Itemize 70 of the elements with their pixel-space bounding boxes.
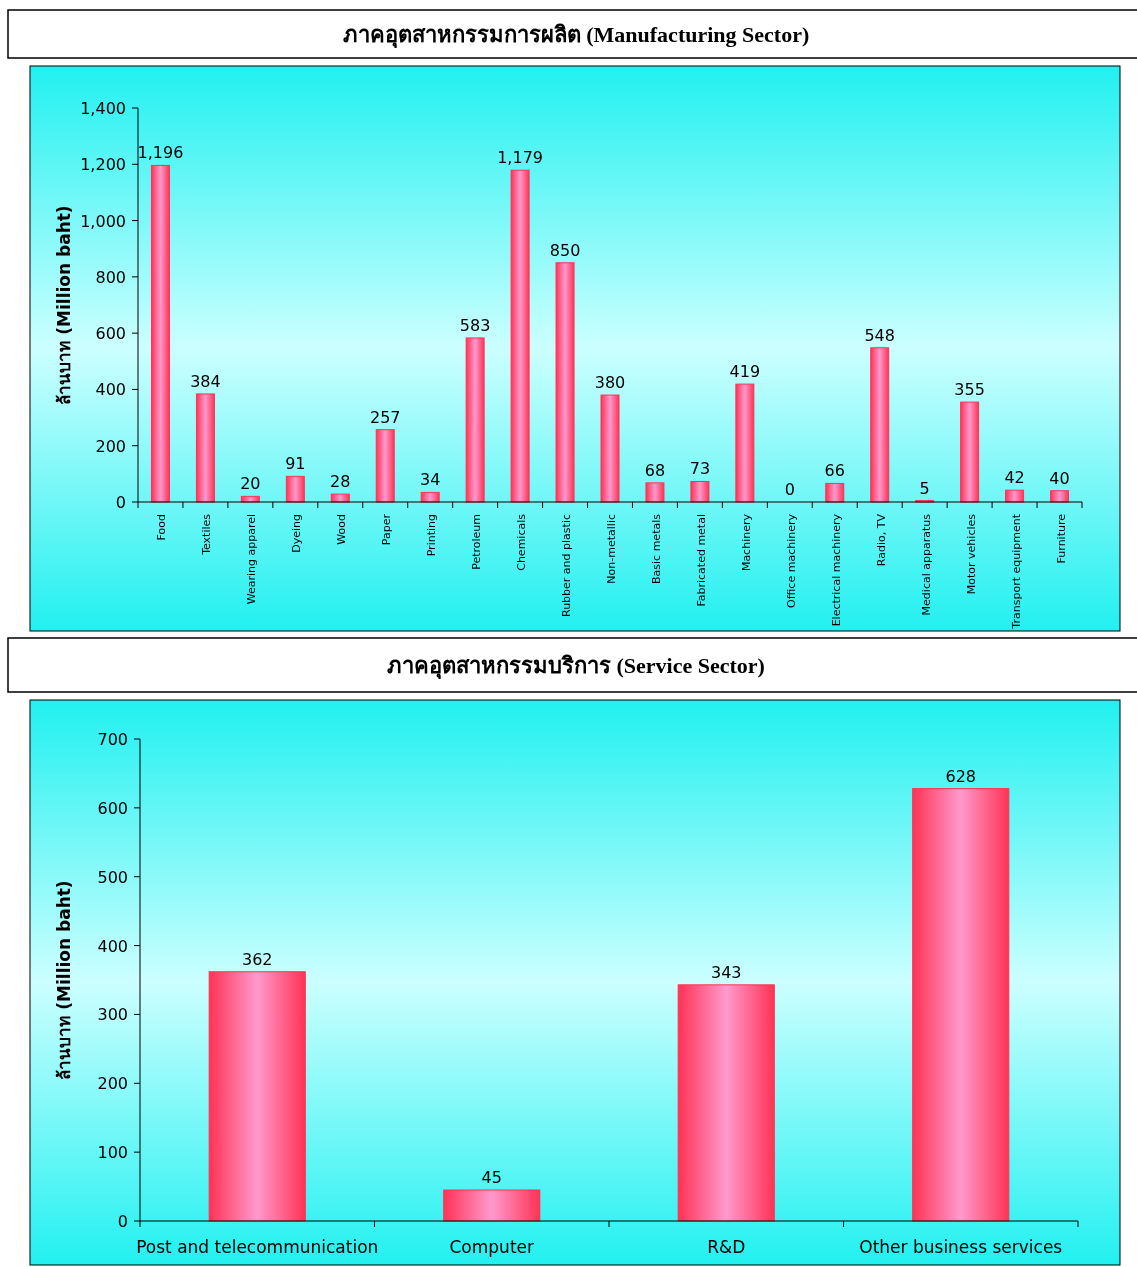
chart-title: ภาคอุตสาหกรรมบริการ (Service Sector) (387, 653, 765, 680)
y-tick-label: 400 (95, 380, 126, 400)
data-label: 384 (190, 371, 221, 391)
y-axis-title: ล้านบาท (Million baht) (54, 880, 74, 1080)
x-tick-label: Other business services (859, 1237, 1063, 1257)
data-label: 343 (710, 962, 742, 982)
x-tick-label: Medical apparatus (919, 513, 933, 616)
x-tick-label: Rubber and plastic (560, 514, 574, 617)
data-label: 68 (644, 460, 666, 480)
y-tick-label: 500 (97, 867, 128, 887)
y-tick-label: 200 (95, 436, 126, 456)
data-label: 42 (1004, 468, 1025, 488)
y-tick-label: 1,200 (80, 155, 126, 175)
x-tick-label: Computer (449, 1237, 535, 1257)
x-tick-label: Wood (335, 514, 349, 545)
data-label: 257 (369, 407, 401, 427)
data-label: 355 (954, 380, 985, 400)
x-tick-label: Paper (380, 513, 394, 546)
data-label: 20 (240, 474, 261, 494)
data-label: 419 (729, 362, 761, 382)
data-label: 1,196 (137, 143, 184, 163)
x-tick-label: Printing (425, 514, 439, 557)
data-label: 45 (481, 1168, 502, 1188)
y-tick-label: 0 (115, 493, 126, 512)
x-tick-label: Office machinery (784, 513, 798, 608)
x-tick-label: Petroleum (470, 514, 484, 570)
chart-title: ภาคอุตสาหกรรมการผลิต (Manufacturing Sector) (342, 22, 810, 49)
x-tick-label: Electrical machinery (829, 513, 843, 627)
x-tick-label: Textiles (200, 513, 214, 556)
data-label: 66 (824, 461, 845, 481)
x-tick-label: Radio, TV (874, 513, 888, 567)
y-tick-label: 0 (117, 1212, 128, 1231)
x-tick-label: Post and telecommunication (136, 1237, 379, 1257)
y-tick-label: 400 (97, 936, 128, 956)
data-label: 73 (689, 459, 711, 479)
x-tick-label: Basic metals (649, 513, 663, 584)
y-tick-label: 800 (95, 267, 126, 287)
y-tick-label: 100 (97, 1143, 128, 1163)
data-label: 34 (420, 470, 441, 490)
x-tick-label: Transport equipment (1009, 513, 1023, 630)
x-tick-label: Furniture (1054, 513, 1068, 564)
y-tick-label: 700 (97, 730, 128, 749)
data-label: 91 (285, 454, 306, 474)
x-tick-label: Non-metallic (605, 514, 618, 584)
data-label: 850 (549, 240, 581, 260)
x-tick-label: Chemicals (515, 513, 529, 571)
data-label: 0 (784, 480, 795, 499)
data-label: 362 (241, 949, 273, 969)
y-tick-label: 600 (97, 798, 128, 818)
x-tick-label: Food (155, 514, 169, 541)
x-tick-label: Motor vehicles (964, 513, 978, 595)
x-tick-label: R&D (707, 1237, 746, 1257)
data-label: 40 (1049, 468, 1070, 488)
y-tick-label: 1,000 (80, 211, 126, 231)
y-tick-label: 300 (97, 1005, 128, 1025)
x-tick-label: Wearing apparel (245, 514, 259, 605)
data-label: 1,179 (497, 148, 543, 168)
y-axis-title: ล้านบาท (Million baht) (54, 205, 74, 405)
x-tick-label: Machinery (739, 513, 753, 572)
data-label: 28 (330, 472, 351, 492)
x-tick-label: Dyeing (290, 514, 304, 553)
data-label: 628 (945, 766, 977, 786)
data-label: 583 (459, 315, 491, 335)
data-label: 548 (864, 325, 895, 345)
x-tick-label: Fabricated metal (694, 514, 708, 607)
y-tick-label: 200 (97, 1074, 128, 1094)
y-tick-label: 600 (95, 324, 126, 344)
y-tick-label: 1,400 (80, 99, 126, 118)
data-label: 380 (594, 373, 626, 393)
data-label: 5 (919, 478, 930, 498)
